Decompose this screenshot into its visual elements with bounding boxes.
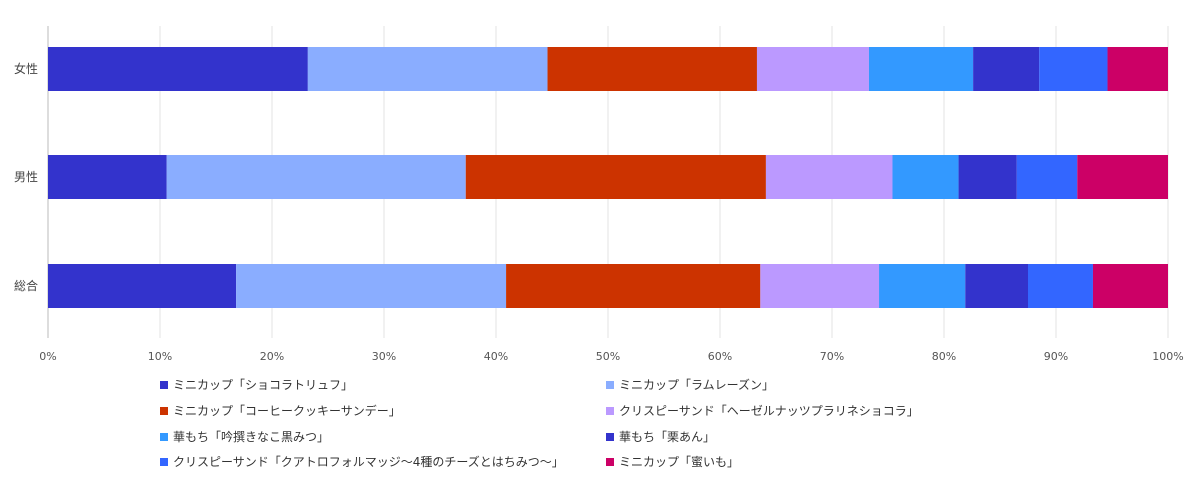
bar-segment	[506, 264, 761, 308]
legend-label: クリスピーサンド「クアトロフォルマッジ〜4種のチーズとはちみつ〜」	[173, 454, 564, 469]
legend-swatch	[160, 407, 168, 415]
x-tick-label: 50%	[596, 350, 620, 363]
legend-label: ミニカップ「蜜いも」	[619, 454, 739, 469]
bar-segment	[958, 155, 1017, 199]
bar-segment	[547, 47, 757, 91]
legend-label: 華もち「吟撰きなこ黒みつ」	[173, 429, 329, 444]
bar-segment	[868, 47, 974, 91]
bar-segment	[765, 155, 893, 199]
x-tick-label: 60%	[708, 350, 732, 363]
bar-segment	[1092, 264, 1168, 308]
bar-segment	[965, 264, 1028, 308]
x-tick-label: 10%	[148, 350, 172, 363]
x-tick-label: 20%	[260, 350, 284, 363]
bar-segment	[892, 155, 959, 199]
bar-segment	[48, 264, 237, 308]
bar-segment	[166, 155, 466, 199]
x-tick-label: 30%	[372, 350, 396, 363]
bar-segment	[1016, 155, 1078, 199]
bars	[48, 47, 1168, 308]
bar-segment	[465, 155, 766, 199]
bar-segment	[236, 264, 507, 308]
bar-segment	[1077, 155, 1168, 199]
bar-segment	[1107, 47, 1168, 91]
legend: ミニカップ「ショコラトリュフ」 ミニカップ「ラムレーズン」ミニカップ「コーヒークッ…	[160, 377, 919, 469]
legend-label: ミニカップ「ラムレーズン」	[619, 377, 774, 392]
legend-swatch	[160, 381, 168, 389]
category-label: 女性	[14, 61, 38, 76]
x-tick-label: 40%	[484, 350, 508, 363]
legend-label: 華もち「栗あん」	[619, 430, 715, 444]
category-label: 男性	[14, 170, 38, 184]
legend-label: ミニカップ「コーヒークッキーサンデー」	[173, 403, 401, 418]
bar-segment	[973, 47, 1040, 91]
bar-segment	[879, 264, 966, 308]
bar-segment	[1028, 264, 1093, 308]
legend-swatch	[606, 433, 614, 441]
bar-segment	[48, 47, 308, 91]
x-tick-label: 70%	[820, 350, 844, 363]
bar-segment	[756, 47, 869, 91]
bar-segment	[48, 155, 167, 199]
legend-swatch	[160, 458, 168, 466]
bar-segment	[307, 47, 548, 91]
x-tick-label: 100%	[1152, 350, 1183, 363]
x-tick-label: 80%	[932, 350, 956, 363]
x-tick-label: 90%	[1044, 350, 1068, 363]
legend-swatch	[160, 433, 168, 441]
x-axis-ticks: 0% 10% 20% 30% 40% 50% 60% 70% 80% 90% 100%	[39, 350, 1183, 363]
legend-swatch	[606, 381, 614, 389]
x-tick-label: 0%	[39, 350, 56, 363]
legend-swatch	[606, 407, 614, 415]
legend-label: ミニカップ「ショコラトリュフ」	[173, 378, 353, 392]
bar-segment	[1039, 47, 1108, 91]
category-label: 総合	[14, 278, 38, 293]
legend-label: クリスピーサンド「ヘーゼルナッツプラリネショコラ」	[619, 404, 919, 418]
legend-swatch	[606, 458, 614, 466]
bar-segment	[760, 264, 880, 308]
